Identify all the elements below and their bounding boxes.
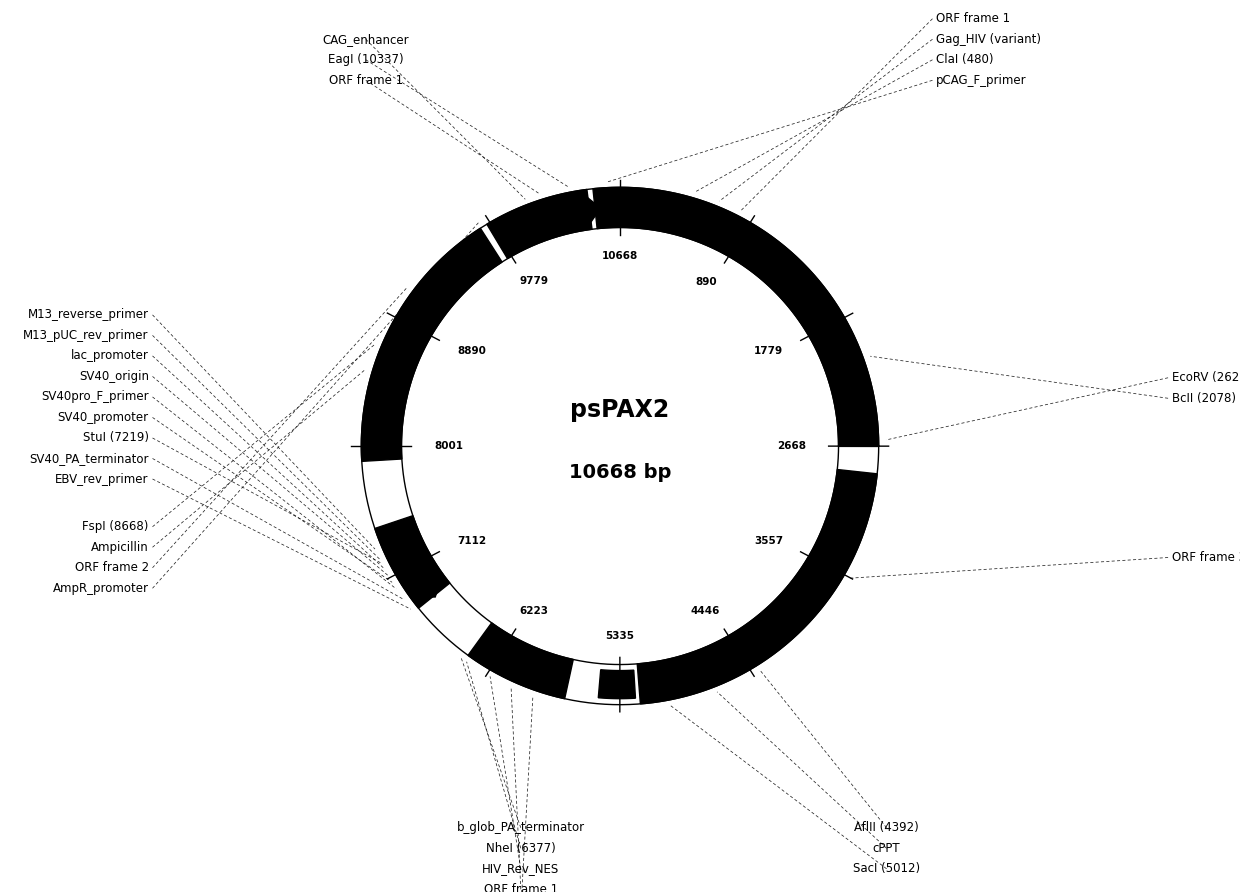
Text: Ampicillin: Ampicillin bbox=[91, 541, 149, 554]
Text: lac_promoter: lac_promoter bbox=[71, 350, 149, 362]
Text: 3557: 3557 bbox=[754, 536, 782, 546]
Polygon shape bbox=[377, 521, 415, 546]
Text: SV40_promoter: SV40_promoter bbox=[58, 411, 149, 424]
Polygon shape bbox=[361, 228, 502, 461]
Polygon shape bbox=[652, 190, 673, 230]
Polygon shape bbox=[374, 516, 450, 608]
Polygon shape bbox=[593, 187, 844, 337]
Text: M13_pUC_rev_primer: M13_pUC_rev_primer bbox=[24, 329, 149, 342]
Text: NheI (6377): NheI (6377) bbox=[486, 842, 556, 855]
Polygon shape bbox=[810, 317, 879, 447]
Text: 10668: 10668 bbox=[601, 251, 639, 261]
Text: SV40_PA_terminator: SV40_PA_terminator bbox=[30, 452, 149, 465]
Text: b_glob_PA_terminator: b_glob_PA_terminator bbox=[456, 822, 585, 834]
Text: ORF frame 1: ORF frame 1 bbox=[936, 12, 1011, 25]
Text: pCAG_F_primer: pCAG_F_primer bbox=[936, 74, 1027, 87]
Text: EcoRV (2628): EcoRV (2628) bbox=[1172, 371, 1240, 384]
Text: 1779: 1779 bbox=[754, 346, 784, 356]
Text: 5335: 5335 bbox=[605, 631, 635, 641]
Polygon shape bbox=[419, 284, 450, 311]
Polygon shape bbox=[371, 378, 409, 401]
Text: SV40pro_F_primer: SV40pro_F_primer bbox=[41, 391, 149, 403]
Text: StuI (7219): StuI (7219) bbox=[83, 432, 149, 444]
Text: 8001: 8001 bbox=[434, 441, 463, 451]
Text: ORF frame 1: ORF frame 1 bbox=[484, 883, 558, 892]
Text: EBV_rev_primer: EBV_rev_primer bbox=[56, 473, 149, 485]
Text: BcII (2078): BcII (2078) bbox=[1172, 392, 1236, 405]
Text: ClaI (480): ClaI (480) bbox=[936, 54, 993, 66]
Text: AflII (4392): AflII (4392) bbox=[854, 822, 919, 834]
Text: 6223: 6223 bbox=[520, 606, 549, 615]
Polygon shape bbox=[830, 507, 868, 530]
Text: 10668 bp: 10668 bp bbox=[569, 463, 671, 483]
Text: SV40_origin: SV40_origin bbox=[79, 370, 149, 383]
Polygon shape bbox=[697, 647, 722, 684]
Text: SacI (5012): SacI (5012) bbox=[853, 863, 920, 875]
Polygon shape bbox=[637, 632, 756, 704]
Text: 2668: 2668 bbox=[777, 442, 806, 451]
Polygon shape bbox=[527, 204, 552, 242]
Polygon shape bbox=[487, 189, 591, 259]
Polygon shape bbox=[787, 586, 818, 613]
Text: EagI (10337): EagI (10337) bbox=[329, 54, 403, 66]
Polygon shape bbox=[735, 469, 877, 665]
Text: 890: 890 bbox=[694, 277, 717, 286]
Text: psPAX2: psPAX2 bbox=[570, 399, 670, 422]
Polygon shape bbox=[599, 670, 635, 698]
Text: 7112: 7112 bbox=[458, 536, 486, 546]
Polygon shape bbox=[387, 541, 423, 562]
Text: ORF frame 2: ORF frame 2 bbox=[74, 561, 149, 574]
Text: Gag_HIV (variant): Gag_HIV (variant) bbox=[936, 33, 1042, 45]
Polygon shape bbox=[381, 529, 418, 549]
Text: ORF frame 3: ORF frame 3 bbox=[1172, 551, 1240, 564]
Polygon shape bbox=[467, 623, 573, 698]
Text: M13_reverse_primer: M13_reverse_primer bbox=[27, 309, 149, 321]
Polygon shape bbox=[394, 552, 429, 574]
Polygon shape bbox=[735, 227, 761, 260]
Text: ORF frame 1: ORF frame 1 bbox=[329, 74, 403, 87]
Text: 9779: 9779 bbox=[520, 277, 549, 286]
Text: CAG_enhancer: CAG_enhancer bbox=[322, 33, 409, 45]
Polygon shape bbox=[410, 574, 443, 597]
Polygon shape bbox=[828, 368, 867, 392]
Text: FspI (8668): FspI (8668) bbox=[82, 520, 149, 533]
Text: 4446: 4446 bbox=[691, 606, 720, 615]
Polygon shape bbox=[402, 563, 435, 586]
Polygon shape bbox=[507, 642, 533, 679]
Text: 8890: 8890 bbox=[458, 346, 486, 356]
Text: AmpR_promoter: AmpR_promoter bbox=[53, 582, 149, 595]
Text: HIV_Rev_NES: HIV_Rev_NES bbox=[482, 863, 559, 875]
Text: cPPT: cPPT bbox=[873, 842, 900, 855]
Polygon shape bbox=[579, 191, 600, 230]
